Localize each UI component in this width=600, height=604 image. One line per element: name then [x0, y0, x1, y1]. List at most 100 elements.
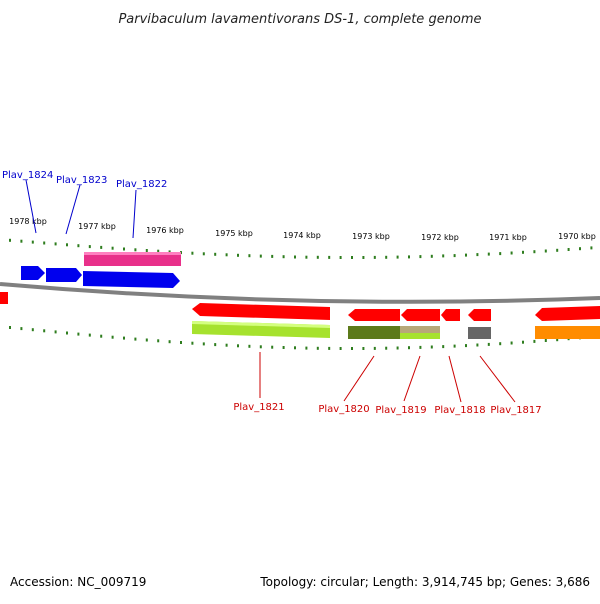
ruler-minor-tick — [316, 346, 319, 350]
cds-plav-1820[interactable] — [348, 309, 400, 321]
gene-label-plav-1824[interactable]: Plav_1824 — [2, 170, 53, 181]
ruler-minor-tick — [88, 333, 91, 337]
ruler-lower — [9, 326, 593, 350]
reverse-gene-labels: Plav_1821 Plav_1820 Plav_1819 Plav_1818 … — [233, 352, 542, 416]
orange-feature[interactable] — [535, 326, 600, 339]
cds-partial-right[interactable] — [535, 306, 600, 321]
ruler-label: 1973 kbp — [352, 232, 390, 241]
ruler-minor-tick — [66, 243, 68, 247]
gene-label-plav-1817[interactable]: Plav_1817 — [490, 405, 541, 416]
ruler-minor-tick — [191, 341, 194, 345]
ruler-minor-tick — [328, 346, 331, 350]
ruler-minor-tick — [294, 255, 296, 259]
gene-label-plav-1822[interactable]: Plav_1822 — [116, 179, 167, 190]
ruler-minor-tick — [271, 345, 274, 349]
gene-label-plav-1818[interactable]: Plav_1818 — [434, 405, 485, 416]
ruler-minor-tick — [168, 340, 171, 344]
cds-plav-1818[interactable] — [441, 309, 460, 321]
ruler-minor-tick — [556, 248, 559, 252]
magenta-feature[interactable] — [84, 252, 181, 266]
ruler-label: 1970 kbp — [558, 232, 596, 241]
ruler-minor-tick — [66, 331, 68, 335]
ruler-minor-tick — [214, 252, 217, 256]
ruler-minor-tick — [487, 252, 490, 256]
ruler-minor-tick — [259, 345, 262, 349]
ruler-minor-tick — [419, 345, 422, 349]
ruler-minor-tick — [476, 343, 479, 347]
ruler-minor-tick — [430, 345, 433, 349]
ruler-minor-tick — [54, 242, 57, 246]
ruler-minor-tick — [282, 346, 285, 349]
ruler-minor-tick — [259, 254, 262, 258]
ruler-minor-tick — [20, 327, 23, 331]
ruler-minor-tick — [180, 341, 182, 344]
ruler-minor-tick — [567, 248, 570, 251]
ruler-minor-tick — [533, 250, 536, 254]
label-leader-line — [448, 355, 462, 403]
cds-plav-1821[interactable] — [192, 303, 330, 320]
ruler-minor-tick — [385, 346, 388, 350]
gene-label-plav-1819[interactable]: Plav_1819 — [375, 405, 426, 416]
ruler-minor-tick — [339, 347, 342, 350]
ruler-minor-tick — [442, 254, 445, 258]
ruler-minor-tick — [294, 346, 296, 350]
ruler-minor-tick — [373, 346, 376, 350]
ruler-minor-tick — [385, 255, 388, 259]
ruler-minor-tick — [351, 347, 353, 350]
gene-label-plav-1820[interactable]: Plav_1820 — [318, 404, 369, 415]
ruler-minor-tick — [510, 251, 513, 255]
cds-partial-left[interactable] — [0, 292, 8, 304]
grey-feature-1817[interactable] — [468, 327, 491, 339]
ruler-minor-tick — [88, 245, 91, 249]
ruler-label: 1977 kbp — [78, 222, 116, 231]
ruler-minor-tick — [339, 256, 342, 259]
ruler-minor-tick — [328, 255, 331, 259]
olive-feature-1820[interactable] — [348, 326, 400, 339]
feature-highlight — [84, 252, 181, 255]
cds-plav-1823[interactable] — [46, 268, 82, 282]
ruler-minor-tick — [100, 245, 103, 249]
genome-backbone — [0, 282, 600, 304]
ruler-minor-tick — [351, 256, 353, 259]
lime-feature-1819[interactable] — [400, 333, 440, 339]
label-leader-line — [403, 355, 421, 402]
ruler-minor-tick — [442, 345, 445, 349]
ruler-minor-tick — [157, 249, 160, 253]
cds-plav-1822[interactable] — [83, 271, 180, 288]
ruler-minor-tick — [408, 346, 410, 350]
ruler-minor-tick — [31, 240, 34, 244]
label-leader-line — [65, 184, 81, 235]
label-leader-line — [132, 189, 137, 239]
ruler-minor-tick — [237, 344, 239, 348]
gene-label-plav-1823[interactable]: Plav_1823 — [56, 175, 107, 186]
forward-strand-features — [21, 252, 181, 288]
ruler-minor-tick — [271, 254, 274, 258]
ruler-minor-tick — [544, 339, 547, 342]
label-leader-line — [343, 355, 375, 402]
cds-plav-1819[interactable] — [401, 309, 440, 321]
reverse-strand-features — [0, 292, 600, 339]
cds-plav-1817[interactable] — [468, 309, 491, 321]
ruler-minor-tick — [408, 255, 410, 259]
ruler-minor-tick — [476, 253, 479, 257]
ruler-minor-tick — [225, 253, 228, 257]
ruler-minor-tick — [373, 255, 376, 259]
ruler-minor-tick — [499, 342, 502, 346]
cds-plav-1824[interactable] — [21, 266, 45, 280]
genome-title: Parvibaculum lavamentivorans DS-1, compl… — [118, 12, 481, 27]
ruler-minor-tick — [43, 329, 46, 333]
ruler-minor-tick — [214, 343, 217, 347]
ruler-minor-tick — [77, 244, 80, 248]
ruler-minor-tick — [225, 343, 228, 347]
ruler-minor-tick — [316, 255, 319, 259]
ruler-minor-tick — [282, 255, 285, 259]
ruler-minor-tick — [590, 246, 593, 250]
ruler-label: 1974 kbp — [283, 231, 321, 240]
ruler-minor-tick — [487, 342, 490, 346]
ruler-minor-tick — [111, 246, 114, 250]
gene-label-plav-1821[interactable]: Plav_1821 — [233, 402, 284, 413]
tan-feature-1819[interactable] — [400, 326, 440, 333]
ruler-minor-tick — [111, 335, 114, 339]
